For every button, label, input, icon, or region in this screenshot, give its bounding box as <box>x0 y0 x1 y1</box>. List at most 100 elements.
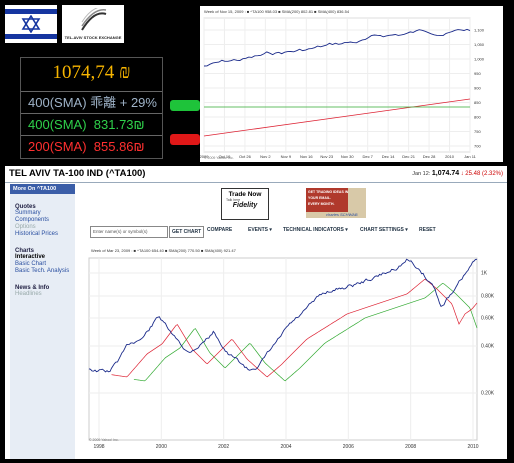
history-x-tick-label: 1998 <box>93 444 104 450</box>
title-bar: TEL AVIV TA-100 IND (^TA100) Jan 12: 1,0… <box>5 166 507 183</box>
sma200-label: 200(SMA) <box>28 139 87 154</box>
recent-y-tick-label: 1,100 <box>474 28 485 33</box>
recent-x-tick-label: Dec 28 <box>423 154 436 159</box>
tase-logo-icon <box>81 8 107 31</box>
sidebar-item-basic-chart[interactable]: Basic Chart <box>15 261 47 267</box>
reset-button[interactable]: RESET <box>419 227 436 233</box>
fidelity-ad[interactable]: Trade Now Talk here Fidelity <box>221 188 269 220</box>
history-x-tick-label: 2000 <box>156 444 167 450</box>
sma400-row: 400(SMA) 831.73₪ <box>21 113 162 135</box>
recent-y-tick-label: 1,050 <box>474 42 485 47</box>
chart-toolbar: Enter name(s) or symbol(s) GET CHART COM… <box>85 226 505 239</box>
sma200-value: 855.86₪ <box>93 139 145 154</box>
sidebar-heading-quotes[interactable]: Quotes <box>15 204 36 210</box>
quote-value: 1,074.74 <box>431 170 460 177</box>
recent-x-tick-label: Dec 21 <box>402 154 415 159</box>
recent-x-tick-label: Jan 11 <box>464 154 476 159</box>
recent-x-tick-label: Nov 16 <box>300 154 313 159</box>
logo-text: TEL-AVIV STOCK EXCHANGE <box>64 35 122 40</box>
history-price-line <box>88 258 478 373</box>
recent-x-tick-label: Oct 26 <box>239 154 252 159</box>
schwab-ad-line1: GET TRADING IDEAS IN <box>308 190 349 194</box>
recent-y-tick-label: 1,000 <box>474 57 485 62</box>
sma200-row: 200(SMA) 855.86₪ <box>21 135 162 157</box>
history-y-tick-label: 0.40K <box>481 344 495 350</box>
fidelity-ad-title: Trade Now <box>228 191 262 198</box>
history-x-tick-label: 2004 <box>280 444 291 450</box>
recent-y-tick-label: 700 <box>474 144 481 149</box>
recent-sma200-line <box>203 98 471 137</box>
chart-settings-menu[interactable]: CHART SETTINGS ▾ <box>360 227 408 233</box>
index-info-box: 1074,74 ₪ 400(SMA) 乖離 + 29% 400(SMA) 831… <box>20 57 163 159</box>
israel-flag <box>5 5 57 43</box>
green-arrow-icon <box>170 100 200 111</box>
sma-deviation-row: 400(SMA) 乖離 + 29% <box>21 91 162 113</box>
history-y-tick-label: 0.60K <box>481 316 495 322</box>
quote-change: ↓ 25.48 (2.32%) <box>460 171 503 177</box>
history-chart-header: Week of Mar 23, 2009 : ■ ^TA100 654.40 ■… <box>91 248 236 253</box>
sidebar-item-basic-tech-analysis[interactable]: Basic Tech. Analysis <box>15 268 70 274</box>
quote-date: Jan 12: <box>412 171 431 177</box>
sidebar: More On ^TA100 Quotes Summary Components… <box>10 184 75 459</box>
sidebar-heading-news[interactable]: News & Info <box>15 285 50 291</box>
sidebar-heading-charts[interactable]: Charts <box>15 248 35 254</box>
events-menu[interactable]: EVENTS ▾ <box>248 227 272 233</box>
recent-x-tick-label: 2010 <box>445 154 455 159</box>
schwab-ad-line2: YOUR EMAIL. <box>308 196 331 200</box>
sidebar-item-components[interactable]: Components <box>15 217 50 223</box>
history-x-tick-label: 2010 <box>467 444 478 450</box>
tase-logo: TEL-AVIV STOCK EXCHANGE <box>62 5 124 43</box>
history-chart-plot: 1K 0.80K 0.60K 0.40K 0.20K 1998 2000 2002 2004 20… <box>88 257 495 450</box>
recent-y-tick-label: 950 <box>474 71 481 76</box>
recent-y-tick-label: 900 <box>474 86 481 91</box>
recent-y-tick-label: 850 <box>474 100 481 105</box>
sidebar-item-historical-prices[interactable]: Historical Prices <box>15 231 59 237</box>
history-plot-frame <box>88 257 478 441</box>
recent-x-tick-label: Nov 30 <box>341 154 354 159</box>
sma400-value: 831.73₪ <box>93 117 145 132</box>
history-x-tick-label: 2008 <box>405 444 416 450</box>
sidebar-item-headlines[interactable]: Headlines <box>15 291 42 297</box>
history-sma200-line <box>111 279 478 378</box>
more-on-header[interactable]: More On ^TA100 <box>10 184 75 194</box>
history-chart[interactable]: Week of Mar 23, 2009 : ■ ^TA100 654.40 ■… <box>85 246 503 456</box>
recent-x-tick-label: Nov 23 <box>320 154 333 159</box>
recent-x-tick-label: Nov 2 <box>260 154 271 159</box>
quote-summary: Jan 12: 1,074.74 ↓ 25.48 (2.32%) <box>412 170 503 177</box>
sidebar-item-interactive[interactable]: Interactive <box>15 254 46 260</box>
history-y-tick-label: 1K <box>481 271 488 277</box>
fidelity-brand: Fidelity <box>232 202 258 209</box>
schwab-ad-line3: EVERY MONTH. <box>308 202 335 206</box>
sidebar-item-options: Options <box>15 224 36 230</box>
recent-x-tick-label: Dec 14 <box>382 154 395 159</box>
history-chart-copyright: © 2009 Yahoo! Inc. <box>89 438 119 442</box>
symbol-search-input[interactable]: Enter name(s) or symbol(s) <box>90 226 168 238</box>
history-x-tick-label: 2006 <box>343 444 354 450</box>
history-x-tick-label: 2002 <box>218 444 229 450</box>
red-arrow-icon <box>170 134 200 145</box>
recent-x-tick-label: Dec 7 <box>362 154 373 159</box>
history-y-tick-label: 0.80K <box>481 294 495 300</box>
history-y-tick-label: 0.20K <box>481 391 495 397</box>
recent-chart: Week of Nov 15, 2009 : ■ ^TA100 958.03 ■… <box>200 6 503 162</box>
recent-x-tick-label: Oct 19 <box>219 154 232 159</box>
sma400-label: 400(SMA) <box>28 117 87 132</box>
recent-y-tick-label: 800 <box>474 115 481 120</box>
recent-chart-copyright: © 2009 Yahoo! Inc. <box>204 156 234 160</box>
index-value: 1074,74 ₪ <box>52 62 131 83</box>
get-chart-button[interactable]: GET CHART <box>169 226 205 238</box>
schwab-ad[interactable]: GET TRADING IDEAS IN YOUR EMAIL. EVERY M… <box>306 188 366 218</box>
recent-chart-header: Week of Nov 15, 2009 : ■ ^TA100 958.03 ■… <box>204 9 350 14</box>
yahoo-finance-panel: TEL AVIV TA-100 IND (^TA100) Jan 12: 1,0… <box>5 166 507 459</box>
technical-indicators-menu[interactable]: TECHNICAL INDICATORS ▾ <box>283 227 348 233</box>
recent-price-line <box>203 28 471 67</box>
recent-chart-plot: 2009 Oct 19 Oct 26 Nov 2 Nov 9 Nov 16 Nov 23 No… <box>200 17 485 159</box>
history-sma400-line <box>133 283 478 382</box>
recent-x-tick-label: 2009 <box>200 154 209 159</box>
sidebar-item-summary[interactable]: Summary <box>15 210 41 216</box>
compare-button[interactable]: COMPARE <box>207 227 233 233</box>
star-of-david-icon <box>21 15 41 33</box>
fidelity-ad-sub: Talk here <box>226 198 241 202</box>
page-title: TEL AVIV TA-100 IND (^TA100) <box>9 168 146 179</box>
recent-x-tick-label: Nov 9 <box>281 154 292 159</box>
